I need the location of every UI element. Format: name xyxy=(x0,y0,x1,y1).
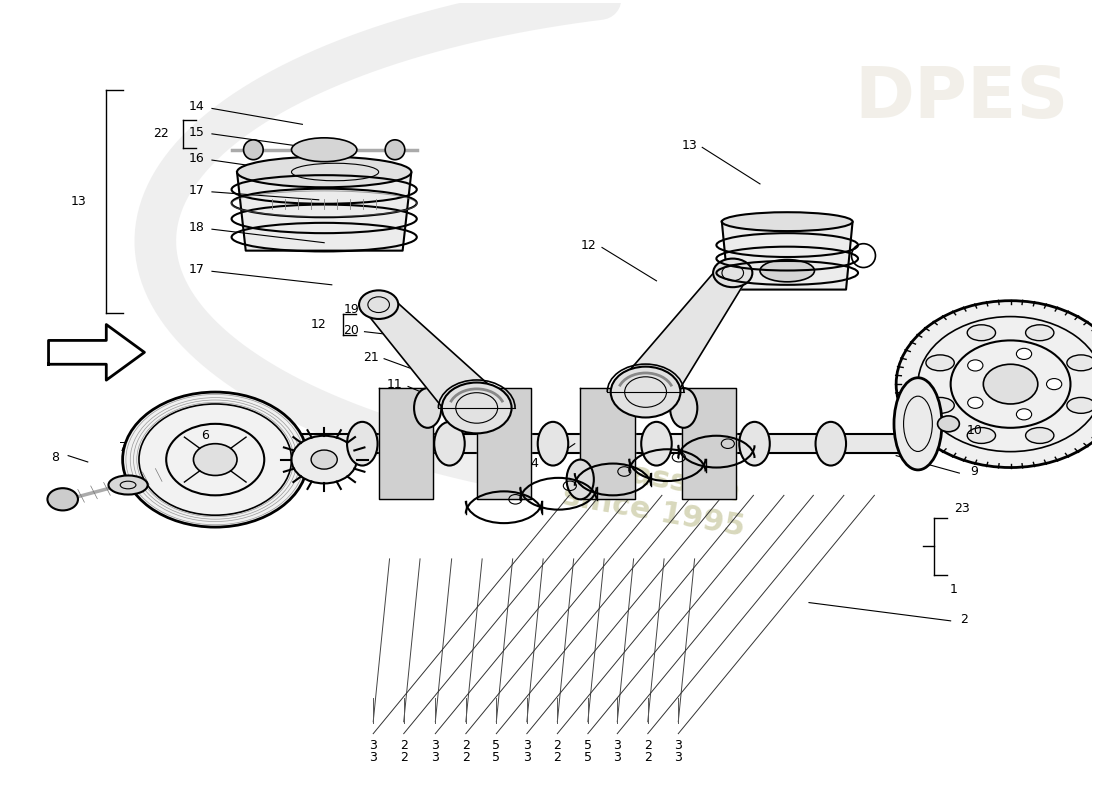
Text: a passion
since 1995: a passion since 1995 xyxy=(560,449,752,542)
Ellipse shape xyxy=(434,422,464,466)
Ellipse shape xyxy=(670,388,697,428)
Text: 2: 2 xyxy=(462,751,470,764)
Polygon shape xyxy=(236,172,411,250)
Ellipse shape xyxy=(1067,355,1096,370)
Text: 16: 16 xyxy=(189,152,205,165)
Ellipse shape xyxy=(292,138,356,162)
Circle shape xyxy=(359,290,398,319)
Ellipse shape xyxy=(1025,325,1054,341)
Circle shape xyxy=(1016,409,1032,420)
Text: 21: 21 xyxy=(363,350,378,363)
Ellipse shape xyxy=(109,475,147,494)
Ellipse shape xyxy=(815,422,846,466)
Ellipse shape xyxy=(722,212,852,231)
Text: 12: 12 xyxy=(581,239,597,252)
Polygon shape xyxy=(476,388,531,499)
Text: 5: 5 xyxy=(584,739,592,752)
Circle shape xyxy=(122,392,308,527)
Ellipse shape xyxy=(926,398,955,414)
Text: 14: 14 xyxy=(189,99,205,113)
Text: 3: 3 xyxy=(431,739,439,752)
Circle shape xyxy=(983,364,1037,404)
Ellipse shape xyxy=(739,422,770,466)
Text: 5: 5 xyxy=(493,739,500,752)
Polygon shape xyxy=(365,298,501,420)
Circle shape xyxy=(1046,378,1062,390)
Circle shape xyxy=(937,416,959,432)
Ellipse shape xyxy=(538,422,569,466)
Circle shape xyxy=(194,444,236,475)
Circle shape xyxy=(713,258,752,287)
Ellipse shape xyxy=(236,157,411,187)
Polygon shape xyxy=(48,325,144,380)
Text: 3: 3 xyxy=(674,751,682,764)
Ellipse shape xyxy=(566,459,594,499)
Text: 19: 19 xyxy=(343,303,360,316)
Text: 5: 5 xyxy=(584,751,592,764)
Text: 8: 8 xyxy=(51,450,59,464)
Text: 2: 2 xyxy=(960,613,968,626)
Text: 12: 12 xyxy=(311,318,327,331)
Circle shape xyxy=(292,436,356,483)
Ellipse shape xyxy=(760,259,814,282)
Ellipse shape xyxy=(414,388,441,428)
Text: 2: 2 xyxy=(644,751,651,764)
Circle shape xyxy=(311,450,338,469)
Polygon shape xyxy=(722,222,852,290)
Ellipse shape xyxy=(926,355,955,370)
Text: 1: 1 xyxy=(950,582,958,595)
Ellipse shape xyxy=(243,140,263,160)
Circle shape xyxy=(968,360,983,371)
Text: 4: 4 xyxy=(530,457,538,470)
Text: 10: 10 xyxy=(967,424,982,437)
Text: 18: 18 xyxy=(189,221,205,234)
Text: 7: 7 xyxy=(119,441,126,454)
Circle shape xyxy=(47,488,78,510)
Text: DPES: DPES xyxy=(855,64,1069,133)
Ellipse shape xyxy=(967,427,996,443)
Text: 2: 2 xyxy=(462,739,470,752)
Polygon shape xyxy=(619,267,747,402)
Ellipse shape xyxy=(641,422,672,466)
Text: 3: 3 xyxy=(614,751,622,764)
Text: 3: 3 xyxy=(522,739,531,752)
Text: 3: 3 xyxy=(674,739,682,752)
Text: 3: 3 xyxy=(431,751,439,764)
Polygon shape xyxy=(580,388,635,499)
Text: 2: 2 xyxy=(399,739,408,752)
Text: 6: 6 xyxy=(201,430,209,442)
Circle shape xyxy=(968,398,983,408)
Text: 2: 2 xyxy=(399,751,408,764)
Ellipse shape xyxy=(348,422,377,466)
Ellipse shape xyxy=(1025,427,1054,443)
Circle shape xyxy=(1016,348,1032,359)
Polygon shape xyxy=(378,388,433,499)
Text: 5: 5 xyxy=(493,751,500,764)
Text: 23: 23 xyxy=(954,502,969,514)
Polygon shape xyxy=(682,388,736,499)
Ellipse shape xyxy=(1067,398,1096,414)
Text: 3: 3 xyxy=(370,751,377,764)
Text: 17: 17 xyxy=(189,263,205,276)
Circle shape xyxy=(610,366,681,418)
Text: 2: 2 xyxy=(553,739,561,752)
Text: 20: 20 xyxy=(343,323,360,337)
Text: 9: 9 xyxy=(970,465,979,478)
Ellipse shape xyxy=(894,378,942,470)
Text: 2: 2 xyxy=(644,739,651,752)
Text: 13: 13 xyxy=(72,195,87,208)
Text: 3: 3 xyxy=(370,739,377,752)
Ellipse shape xyxy=(385,140,405,160)
Text: 3: 3 xyxy=(614,739,622,752)
Text: 17: 17 xyxy=(189,184,205,197)
Circle shape xyxy=(896,301,1100,467)
Text: 13: 13 xyxy=(681,139,697,152)
Circle shape xyxy=(442,382,512,434)
Text: 22: 22 xyxy=(153,127,168,140)
Text: 15: 15 xyxy=(189,126,205,138)
Text: 3: 3 xyxy=(522,751,531,764)
Ellipse shape xyxy=(967,325,996,341)
Text: 11: 11 xyxy=(387,378,403,391)
Text: 2: 2 xyxy=(553,751,561,764)
